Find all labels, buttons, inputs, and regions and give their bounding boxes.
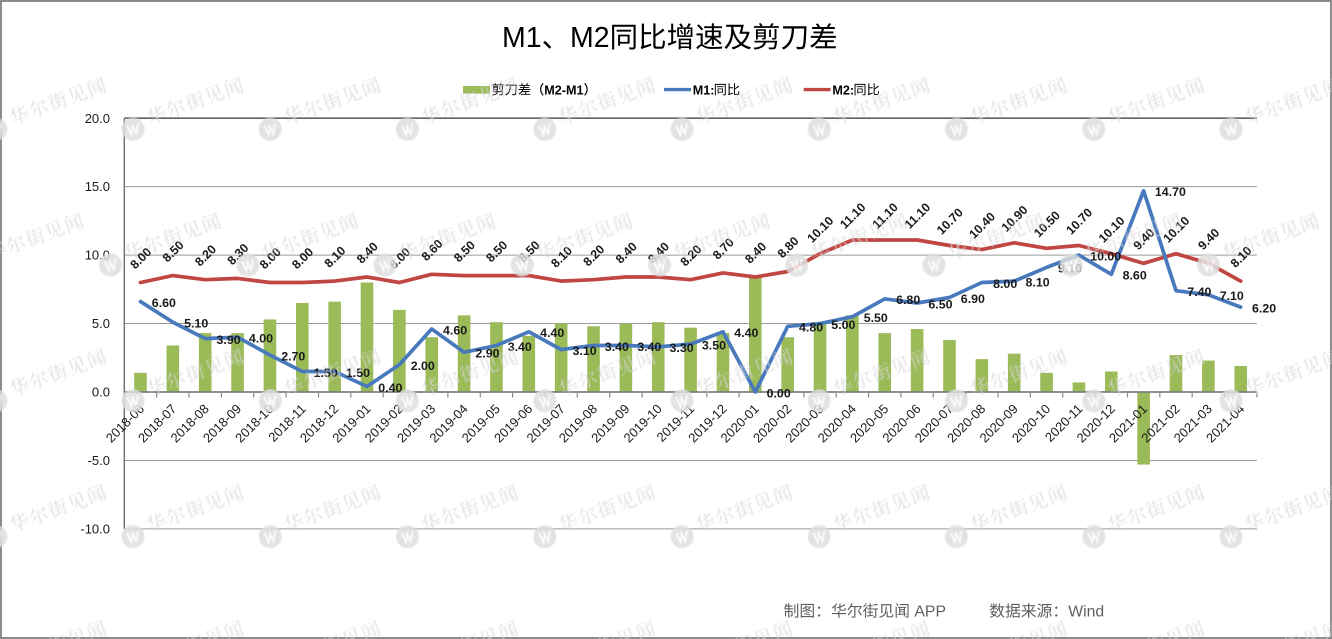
svg-text:8.10: 8.10 bbox=[1026, 275, 1050, 289]
svg-text:6.50: 6.50 bbox=[928, 297, 952, 311]
svg-text:15.0: 15.0 bbox=[85, 179, 110, 194]
svg-text:6.60: 6.60 bbox=[152, 296, 176, 310]
svg-text:2.00: 2.00 bbox=[411, 359, 435, 373]
svg-text:7.40: 7.40 bbox=[1187, 285, 1211, 299]
svg-text:0.0: 0.0 bbox=[92, 385, 110, 400]
svg-text:4.60: 4.60 bbox=[443, 323, 467, 337]
svg-text:0.00: 0.00 bbox=[767, 386, 791, 400]
svg-text:M1: M1 bbox=[502, 22, 542, 54]
svg-text:3.90: 3.90 bbox=[217, 333, 241, 347]
svg-text:4.40: 4.40 bbox=[540, 326, 564, 340]
svg-text:3.40: 3.40 bbox=[637, 340, 661, 354]
svg-text:2.90: 2.90 bbox=[475, 347, 499, 361]
svg-text:M2:: M2: bbox=[832, 83, 854, 97]
svg-text:8.00: 8.00 bbox=[993, 277, 1017, 291]
svg-text:-10.0: -10.0 bbox=[80, 522, 110, 537]
svg-text:4.40: 4.40 bbox=[734, 326, 758, 340]
svg-text:M1:: M1: bbox=[693, 83, 715, 97]
svg-text:0.40: 0.40 bbox=[378, 381, 402, 395]
svg-text:8.60: 8.60 bbox=[1123, 269, 1147, 283]
svg-text:2.70: 2.70 bbox=[281, 349, 305, 363]
svg-text:6.20: 6.20 bbox=[1252, 301, 1276, 315]
svg-text:M2: M2 bbox=[570, 22, 610, 54]
svg-text:3.30: 3.30 bbox=[670, 341, 694, 355]
svg-text:14.70: 14.70 bbox=[1155, 185, 1186, 199]
svg-text:5.50: 5.50 bbox=[864, 311, 888, 325]
svg-text:3.50: 3.50 bbox=[702, 338, 726, 352]
svg-text:Wind: Wind bbox=[1068, 604, 1104, 621]
svg-text:4.80: 4.80 bbox=[799, 321, 823, 335]
svg-text:APP: APP bbox=[914, 604, 946, 621]
svg-text:5.00: 5.00 bbox=[831, 318, 855, 332]
svg-text:6.90: 6.90 bbox=[961, 292, 985, 306]
svg-text:3.40: 3.40 bbox=[605, 340, 629, 354]
svg-text:3.40: 3.40 bbox=[508, 340, 532, 354]
svg-text:3.10: 3.10 bbox=[573, 344, 597, 358]
svg-text:1.50: 1.50 bbox=[346, 366, 370, 380]
svg-text:7.10: 7.10 bbox=[1220, 289, 1244, 303]
svg-text:5.0: 5.0 bbox=[92, 316, 110, 331]
svg-text:M2-M1: M2-M1 bbox=[544, 83, 583, 97]
svg-text:20.0: 20.0 bbox=[85, 111, 110, 126]
svg-text:4.00: 4.00 bbox=[249, 332, 273, 346]
svg-text:6.80: 6.80 bbox=[896, 293, 920, 307]
svg-text:-5.0: -5.0 bbox=[88, 453, 110, 468]
svg-text:5.10: 5.10 bbox=[184, 317, 208, 331]
